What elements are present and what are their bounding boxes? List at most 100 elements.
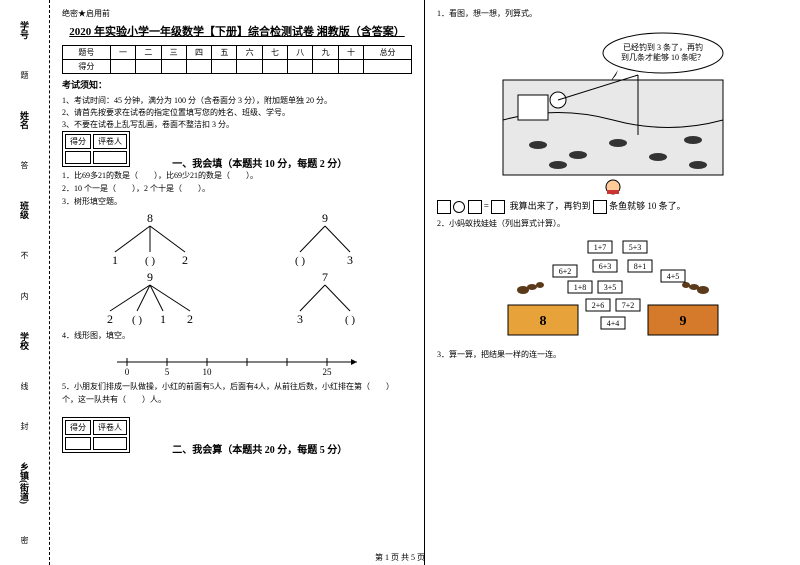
score-cell: 四: [186, 46, 211, 60]
tree-diagrams-row: 9 2 ( ) 1 2 7 3 ( ): [62, 271, 412, 326]
svg-text:25: 25: [323, 367, 333, 377]
svg-text:4+4: 4+4: [606, 319, 619, 328]
binding-sub: 内: [19, 292, 30, 300]
exam-title: 2020 年实验小学一年级数学【下册】综合检测试卷 湘教版（含答案）: [62, 23, 412, 39]
eq-text: 条鱼就够 10 条了。: [609, 201, 686, 211]
svg-text:8: 8: [539, 314, 546, 329]
svg-text:4+5: 4+5: [666, 272, 679, 281]
score-cell: 十: [338, 46, 363, 60]
question-text: 个，这一队共有（ ）人。: [62, 394, 412, 407]
svg-text:2+6: 2+6: [591, 301, 604, 310]
blank-box: [468, 200, 482, 214]
svg-text:1: 1: [112, 253, 118, 267]
binding-label: 学号: [18, 21, 31, 39]
confidential-label: 绝密★启用前: [62, 8, 412, 19]
svg-text:1+7: 1+7: [593, 243, 606, 252]
binding-sub: 封: [19, 422, 30, 430]
equation-line: = 我算出来了，再钓到 条鱼就够 10 条了。: [437, 199, 788, 214]
score-cell: 六: [237, 46, 262, 60]
svg-text:2: 2: [107, 312, 113, 326]
left-column: 绝密★启用前 2020 年实验小学一年级数学【下册】综合检测试卷 湘教版（含答案…: [50, 0, 425, 565]
binding-sub: 答: [19, 161, 30, 169]
binding-label: 姓名: [18, 111, 31, 129]
score-cell: 七: [262, 46, 287, 60]
question-text: 1．看图，想一想，列算式。: [437, 8, 788, 21]
binding-sub: 线: [19, 382, 30, 390]
operator-circle: [453, 201, 465, 213]
scorebox-label: 评卷人: [93, 420, 127, 435]
blank-box: [437, 200, 451, 214]
rule-line: 1、考试时间：45 分钟，满分为 100 分（含卷面分 3 分），附加题单独 2…: [62, 95, 412, 107]
svg-text:10: 10: [203, 367, 213, 377]
binding-margin: 学号 题 姓名 答 班级 不 内 学校 线 封 乡镇(街道) 密: [0, 0, 50, 565]
section1-title: 一、我会填（本题共 10 分，每题 2 分）: [172, 159, 347, 170]
svg-text:8+1: 8+1: [633, 262, 646, 271]
svg-text:5+3: 5+3: [628, 243, 641, 252]
svg-text:0: 0: [125, 367, 130, 377]
binding-sub: 不: [19, 251, 30, 259]
tree-diagram: 7 3 ( ): [270, 271, 380, 326]
question-text: 1．比69多21的数是（ ），比69少21的数是（ ）。: [62, 170, 412, 183]
question-text: 2．小蚂蚁找娃娃（列出算式计算）。: [437, 218, 788, 231]
svg-text:6+2: 6+2: [558, 267, 571, 276]
svg-text:6+3: 6+3: [598, 262, 611, 271]
binding-label: 学校: [18, 332, 31, 350]
scorebox-label: 评卷人: [93, 134, 127, 149]
binding-label: 班级: [18, 201, 31, 219]
right-column: 1．看图，想一想，列算式。 已经钓到 3 条了，再钓 到几条才能够 10 条呢？: [425, 0, 800, 565]
rule-line: 2、请首先按要求在试卷的指定位置填写您的姓名、班级、学号。: [62, 107, 412, 119]
svg-text:7: 7: [322, 271, 328, 284]
score-table: 题号 一 二 三 四 五 六 七 八 九 十 总分 得分: [62, 45, 412, 74]
score-cell: 五: [212, 46, 237, 60]
blank-box: [593, 200, 607, 214]
svg-text:2: 2: [182, 253, 188, 267]
svg-text:8: 8: [147, 212, 153, 225]
svg-text:9: 9: [322, 212, 328, 225]
svg-text:3+5: 3+5: [603, 283, 616, 292]
score-cell: 一: [110, 46, 135, 60]
notice-heading: 考试须知：: [62, 78, 412, 91]
svg-text:( ): ( ): [131, 314, 141, 326]
svg-text:7+2: 7+2: [621, 301, 634, 310]
svg-text:3: 3: [297, 312, 303, 326]
svg-text:1+8: 1+8: [573, 283, 586, 292]
binding-sub: 题: [19, 71, 30, 79]
svg-text:9: 9: [679, 314, 686, 329]
question-text: 5．小朋友们排成一队做操，小红的前面有5人，后面有4人，从前往后数，小红排在第（…: [62, 381, 412, 394]
score-cell: 九: [313, 46, 338, 60]
svg-text:9: 9: [147, 271, 153, 284]
question-text: 3．算一算，把结果一样的连一连。: [437, 349, 788, 362]
svg-text:3: 3: [347, 253, 353, 267]
question-text: 2．10 个一是（ ），2 个十是（ ）。: [62, 183, 412, 196]
score-cell: 得分: [63, 60, 111, 74]
svg-text:( ): ( ): [144, 255, 154, 267]
mini-scorebox: 得分评卷人: [62, 417, 130, 453]
tree-diagrams-row: 8 1 ( ) 2 9 ( ) 3: [62, 212, 412, 267]
tree-diagram: 9 ( ) 3: [270, 212, 380, 267]
score-cell: 总分: [364, 46, 412, 60]
question-text: 4．线形图，填空。: [62, 330, 412, 343]
number-line: 0 5 10 25: [107, 347, 367, 377]
question-text: 3．树形填空题。: [62, 196, 412, 209]
eq-text: 我算出来了，再钓到: [510, 201, 591, 211]
svg-text:已经钓到 3 条了，再钓: 已经钓到 3 条了，再钓: [623, 42, 703, 52]
svg-text:2: 2: [187, 312, 193, 326]
ants-illustration: 8 9 1+7 5+3 6+2 6+3 8+1 1+8 3+5 4+5 2+6: [498, 235, 728, 345]
score-cell: [110, 60, 135, 74]
svg-text:5: 5: [165, 367, 170, 377]
score-cell: 八: [288, 46, 313, 60]
binding-label: 乡镇(街道): [18, 462, 31, 504]
tree-diagram: 9 2 ( ) 1 2: [95, 271, 205, 326]
scorebox-label: 得分: [65, 420, 91, 435]
blank-box: [491, 200, 505, 214]
binding-sub: 密: [19, 536, 30, 544]
svg-text:( ): ( ): [294, 255, 304, 267]
section2-title: 二、我会算（本题共 20 分，每题 5 分）: [172, 445, 347, 456]
svg-text:到几条才能够 10 条呢？: 到几条才能够 10 条呢？: [621, 52, 705, 62]
tree-diagram: 8 1 ( ) 2: [95, 212, 205, 267]
score-cell: 三: [161, 46, 186, 60]
score-cell: 题号: [63, 46, 111, 60]
mini-scorebox: 得分评卷人: [62, 131, 130, 167]
score-cell: 二: [136, 46, 161, 60]
scorebox-label: 得分: [65, 134, 91, 149]
